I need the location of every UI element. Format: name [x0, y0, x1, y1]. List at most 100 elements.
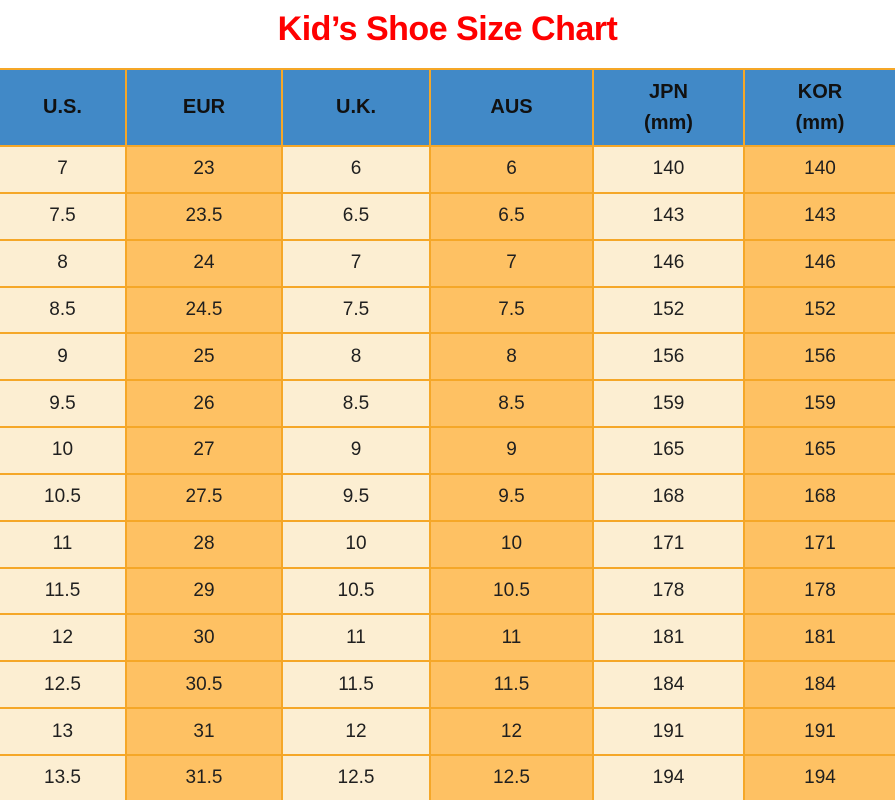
column-header-label: KOR	[797, 80, 843, 103]
table-row: 12 30 11 11 181 181	[0, 613, 895, 663]
table-cell: 13.5	[0, 753, 127, 800]
table-cell: 143	[743, 191, 895, 241]
table-cell: 10.5	[0, 472, 127, 522]
table-cell: 156	[592, 332, 745, 382]
column-header-label: EUR	[182, 96, 226, 118]
table-cell: 12	[429, 707, 594, 756]
table-cell: 23.5	[125, 191, 283, 241]
table-cell: 11.5	[429, 660, 594, 710]
table-cell: 11	[0, 519, 127, 569]
table-cell: 9.5	[281, 472, 431, 522]
table-cell: 10.5	[429, 566, 594, 616]
table-cell: 6.5	[429, 191, 594, 241]
table-cell: 184	[743, 660, 895, 710]
table-row: 13.5 31.5 12.5 12.5 194 194	[0, 753, 895, 800]
table-cell: 171	[743, 519, 895, 569]
table-cell: 25	[125, 332, 283, 382]
table-cell: 30	[125, 613, 283, 663]
header-row: U.S. EUR U.K. AUS JPN (mm) KOR (mm)	[0, 68, 895, 147]
column-header-us: U.S.	[0, 68, 127, 147]
table-cell: 27	[125, 426, 283, 475]
table-cell: 7.5	[281, 285, 431, 335]
column-header-label: U.K.	[336, 96, 376, 118]
table-row: 11.5 29 10.5 10.5 178 178	[0, 566, 895, 616]
column-header-sublabel: (mm)	[644, 111, 693, 134]
column-header-eur: EUR	[125, 68, 283, 147]
table-cell: 168	[743, 472, 895, 522]
table-cell: 140	[743, 145, 895, 194]
column-header-label: JPN	[649, 80, 688, 103]
table-cell: 194	[743, 753, 895, 800]
table-cell: 181	[743, 613, 895, 663]
table-cell: 152	[743, 285, 895, 335]
table-cell: 143	[592, 191, 745, 241]
table-cell: 28	[125, 519, 283, 569]
table-cell: 165	[743, 426, 895, 475]
table-cell: 23	[125, 145, 283, 194]
table-row: 7 23 6 6 140 140	[0, 145, 895, 194]
table-cell: 29	[125, 566, 283, 616]
table-cell: 7.5	[429, 285, 594, 335]
table-header: U.S. EUR U.K. AUS JPN (mm) KOR (mm)	[0, 68, 895, 147]
table-cell: 178	[592, 566, 745, 616]
table-cell: 7	[0, 145, 127, 194]
table-cell: 12	[0, 613, 127, 663]
column-header-kor: KOR (mm)	[743, 68, 895, 147]
table-cell: 152	[592, 285, 745, 335]
table-row: 9.5 26 8.5 8.5 159 159	[0, 379, 895, 429]
table-cell: 8	[429, 332, 594, 382]
table-cell: 31	[125, 707, 283, 756]
table-cell: 13	[0, 707, 127, 756]
table-cell: 8	[281, 332, 431, 382]
table-cell: 10.5	[281, 566, 431, 616]
table-cell: 159	[592, 379, 745, 429]
table-cell: 10	[281, 519, 431, 569]
table-cell: 11	[429, 613, 594, 663]
table-cell: 6	[281, 145, 431, 194]
table-cell: 24	[125, 238, 283, 288]
table-cell: 26	[125, 379, 283, 429]
table-cell: 11.5	[0, 566, 127, 616]
table-row: 13 31 12 12 191 191	[0, 707, 895, 756]
table-cell: 8.5	[429, 379, 594, 429]
table-cell: 10	[0, 426, 127, 475]
table-cell: 6	[429, 145, 594, 194]
column-header-sublabel: (mm)	[795, 111, 845, 134]
table-cell: 8	[0, 238, 127, 288]
table-cell: 146	[592, 238, 745, 288]
table-cell: 8.5	[281, 379, 431, 429]
table-cell: 31.5	[125, 753, 283, 800]
table-cell: 140	[592, 145, 745, 194]
table-cell: 171	[592, 519, 745, 569]
column-header-jpn: JPN (mm)	[592, 68, 745, 147]
table-cell: 12.5	[0, 660, 127, 710]
table-row: 8.5 24.5 7.5 7.5 152 152	[0, 285, 895, 335]
table-cell: 9	[281, 426, 431, 475]
table-cell: 156	[743, 332, 895, 382]
table-cell: 11.5	[281, 660, 431, 710]
table-cell: 181	[592, 613, 745, 663]
table-cell: 165	[592, 426, 745, 475]
page-title: Kid’s Shoe Size Chart	[277, 9, 618, 48]
table-row: 10.5 27.5 9.5 9.5 168 168	[0, 472, 895, 522]
table-row: 10 27 9 9 165 165	[0, 426, 895, 475]
table-cell: 178	[743, 566, 895, 616]
table-cell: 9	[0, 332, 127, 382]
table-cell: 6.5	[281, 191, 431, 241]
table-cell: 194	[592, 753, 745, 800]
table-cell: 184	[592, 660, 745, 710]
table-cell: 7.5	[0, 191, 127, 241]
table-cell: 7	[281, 238, 431, 288]
table-cell: 30.5	[125, 660, 283, 710]
table-cell: 10	[429, 519, 594, 569]
table-cell: 11	[281, 613, 431, 663]
table-cell: 12	[281, 707, 431, 756]
table-cell: 8.5	[0, 285, 127, 335]
table-cell: 9.5	[429, 472, 594, 522]
table-cell: 12.5	[281, 753, 431, 800]
table-cell: 27.5	[125, 472, 283, 522]
table-cell: 191	[743, 707, 895, 756]
shoe-size-table: U.S. EUR U.K. AUS JPN (mm) KOR (mm) 7	[0, 68, 895, 800]
table-row: 12.5 30.5 11.5 11.5 184 184	[0, 660, 895, 710]
